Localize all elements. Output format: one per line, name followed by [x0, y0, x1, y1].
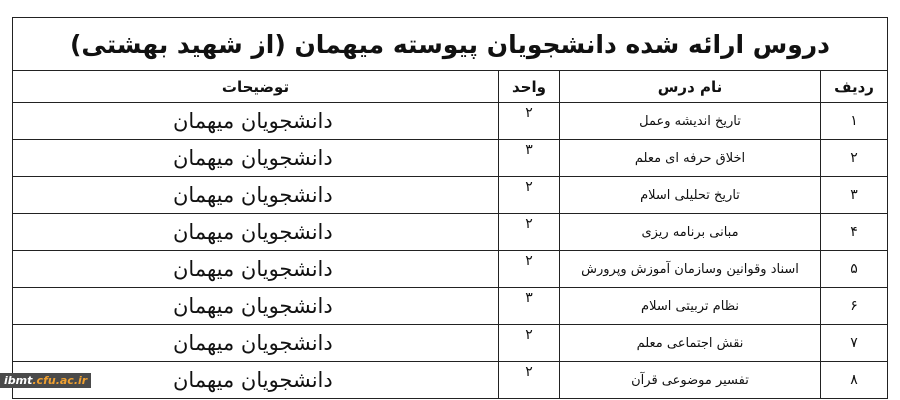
course-notes: دانشجویان میهمان [12, 176, 499, 214]
course-notes: دانشجویان میهمان [12, 250, 499, 288]
watermark: ibmt.cfu.ac.ir [0, 373, 92, 388]
course-units: ۲ [498, 213, 560, 251]
course-units: ۳ [498, 287, 560, 325]
table-row: ۳ تاریخ تحلیلی اسلام ۲ دانشجویان میهمان [12, 176, 888, 214]
header-units: واحد [498, 70, 560, 103]
row-index: ۴ [820, 213, 888, 251]
row-index: ۱ [820, 102, 888, 140]
row-index: ۲ [820, 139, 888, 177]
course-name: نقش اجتماعی معلم [559, 324, 821, 362]
table-row: ۴ مبانی برنامه ریزی ۲ دانشجویان میهمان [12, 213, 888, 251]
row-index: ۷ [820, 324, 888, 362]
course-name: اسناد وقوانین وسازمان آموزش وپرورش [559, 250, 821, 288]
course-notes: دانشجویان میهمان [12, 324, 499, 362]
course-notes: دانشجویان میهمان [12, 213, 499, 251]
course-name: تاریخ تحلیلی اسلام [559, 176, 821, 214]
course-units: ۳ [498, 139, 560, 177]
course-notes: دانشجویان میهمان [12, 361, 499, 399]
table-row: ۷ نقش اجتماعی معلم ۲ دانشجویان میهمان [12, 324, 888, 362]
row-index: ۵ [820, 250, 888, 288]
table-row: ۱ تاریخ اندیشه وعمل ۲ دانشجویان میهمان [12, 102, 888, 140]
table-row: ۶ نظام تربیتی اسلام ۳ دانشجویان میهمان [12, 287, 888, 325]
row-index: ۳ [820, 176, 888, 214]
course-units: ۲ [498, 102, 560, 140]
table-title: دروس ارائه شده دانشجویان پیوسته میهمان (… [12, 17, 888, 71]
course-name: تفسیر موضوعی قرآن [559, 361, 821, 399]
course-notes: دانشجویان میهمان [12, 287, 499, 325]
courses-table: دروس ارائه شده دانشجویان پیوسته میهمان (… [12, 17, 888, 399]
course-units: ۲ [498, 361, 560, 399]
course-notes: دانشجویان میهمان [12, 102, 499, 140]
course-units: ۲ [498, 176, 560, 214]
course-units: ۲ [498, 324, 560, 362]
table-row: ۸ تفسیر موضوعی قرآن ۲ دانشجویان میهمان [12, 361, 888, 399]
header-notes: توضیحات [12, 70, 499, 103]
course-notes: دانشجویان میهمان [12, 139, 499, 177]
row-index: ۶ [820, 287, 888, 325]
header-index: ردیف [820, 70, 888, 103]
course-name: مبانی برنامه ریزی [559, 213, 821, 251]
course-name: تاریخ اندیشه وعمل [559, 102, 821, 140]
course-name: نظام تربیتی اسلام [559, 287, 821, 325]
row-index: ۸ [820, 361, 888, 399]
course-name: اخلاق حرفه ای معلم [559, 139, 821, 177]
table-row: ۲ اخلاق حرفه ای معلم ۳ دانشجویان میهمان [12, 139, 888, 177]
course-units: ۲ [498, 250, 560, 288]
header-course: نام درس [559, 70, 821, 103]
table-row: ۵ اسناد وقوانین وسازمان آموزش وپرورش ۲ دانش… [12, 250, 888, 288]
